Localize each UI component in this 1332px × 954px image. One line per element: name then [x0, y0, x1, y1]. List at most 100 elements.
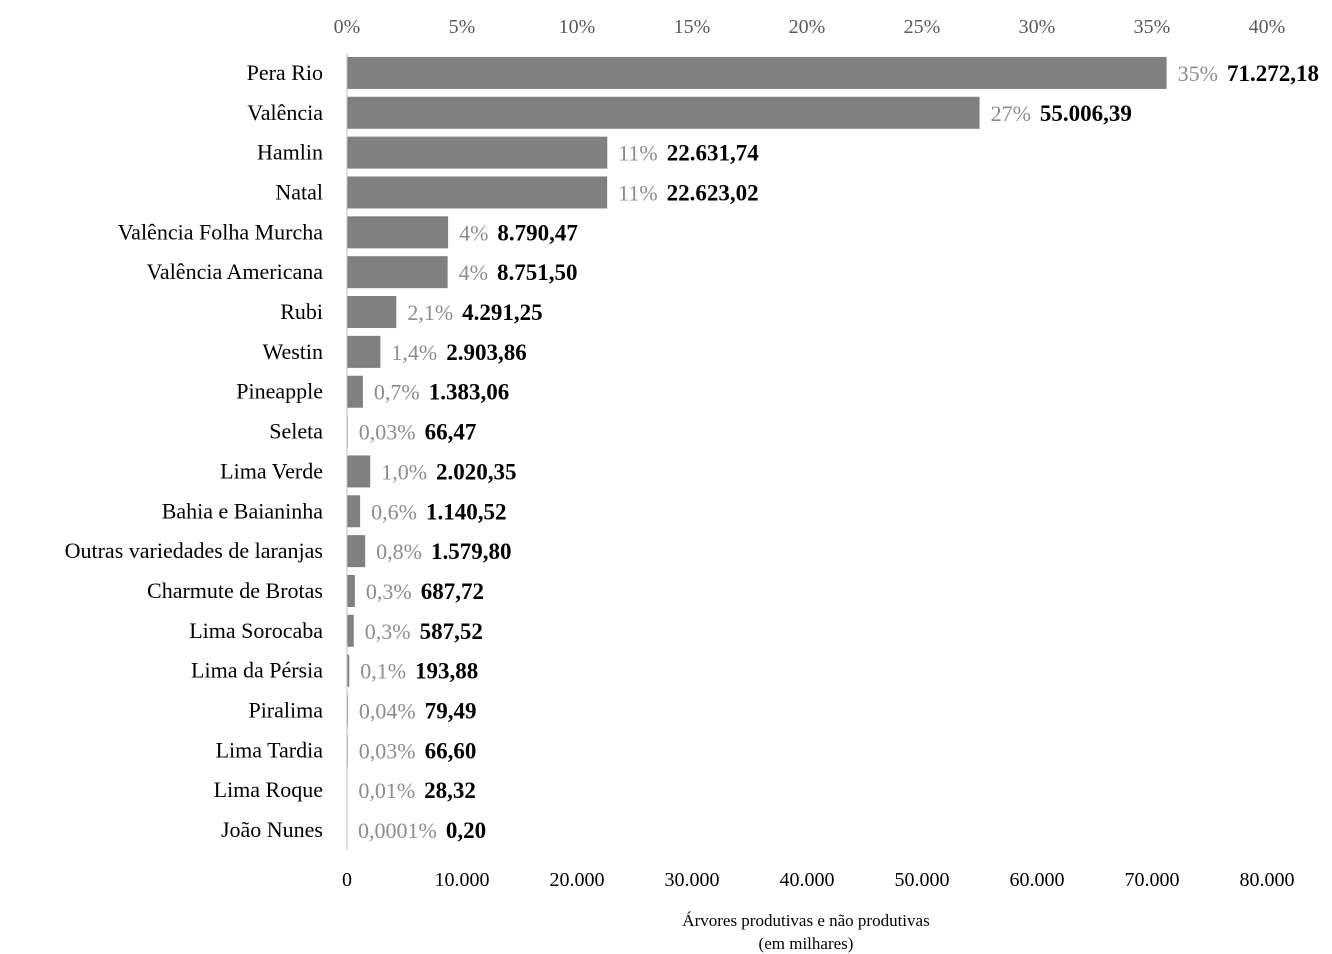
bar-15: [347, 654, 350, 687]
category-label-0: Pera Rio: [247, 60, 323, 85]
top-tick-label-0: 0%: [334, 16, 361, 38]
category-label-18: Lima Roque: [214, 777, 323, 802]
value-label-2: 22.631,74: [667, 141, 760, 166]
category-label-16: Piralima: [248, 698, 323, 723]
value-label-16: 79,49: [425, 699, 477, 724]
category-label-15: Lima da Pérsia: [191, 658, 323, 683]
bar-10: [347, 455, 371, 488]
value-label-15: 193,88: [415, 659, 478, 684]
value-label-14: 587,52: [420, 619, 483, 644]
category-label-19: João Nunes: [221, 817, 323, 842]
percent-label-18: 0,01%: [358, 778, 415, 803]
category-labels: Pera Rio Valência Hamlin Natal Valência Folh…: [65, 60, 324, 842]
top-tick-label-4: 20%: [789, 16, 826, 38]
value-label-0: 71.272,18: [1227, 61, 1319, 86]
bar-13: [347, 574, 355, 607]
bar-12: [347, 535, 366, 568]
value-label-5: 8.751,50: [497, 260, 577, 285]
x-axis-title-line-2: (em milhares): [759, 934, 854, 953]
bottom-tick-label-5: 50.000: [895, 869, 950, 891]
category-label-7: Westin: [262, 339, 323, 364]
value-label-19: 0,20: [446, 818, 486, 843]
bottom-tick-label-7: 70.000: [1125, 869, 1180, 891]
percent-label-6: 2,1%: [407, 300, 453, 325]
value-label-9: 66,47: [425, 420, 477, 445]
category-label-6: Rubi: [280, 299, 323, 324]
bottom-tick-label-6: 60.000: [1010, 869, 1065, 891]
percent-label-9: 0,03%: [359, 420, 416, 445]
percent-label-1: 27%: [991, 101, 1031, 126]
percent-label-12: 0,8%: [376, 539, 422, 564]
bar-0: [347, 56, 1167, 89]
category-label-12: Outras variedades de laranjas: [65, 538, 323, 563]
value-label-12: 1.579,80: [431, 539, 512, 564]
percent-label-14: 0,3%: [365, 619, 411, 644]
percent-label-0: 35%: [1178, 61, 1218, 86]
category-label-17: Lima Tardia: [216, 737, 324, 762]
x-axis-title-line-1: Árvores produtivas e não produtivas: [682, 911, 929, 930]
bottom-tick-label-1: 10.000: [435, 869, 490, 891]
value-label-1: 55.006,39: [1040, 101, 1132, 126]
category-label-3: Natal: [275, 179, 323, 204]
value-label-13: 687,72: [421, 579, 484, 604]
top-tick-label-5: 25%: [904, 16, 941, 38]
category-label-2: Hamlin: [257, 140, 323, 165]
top-tick-label-8: 40%: [1249, 16, 1286, 38]
top-tick-label-2: 10%: [559, 16, 596, 38]
bottom-tick-label-0: 0: [342, 869, 352, 891]
percent-label-13: 0,3%: [366, 579, 412, 604]
category-label-13: Charmute de Brotas: [147, 578, 323, 603]
category-label-5: Valência Americana: [146, 259, 323, 284]
percent-label-17: 0,03%: [359, 738, 416, 763]
bar-14: [347, 614, 354, 647]
value-label-11: 1.140,52: [426, 499, 507, 524]
value-label-7: 2.903,86: [446, 340, 527, 365]
bar-7: [347, 335, 381, 368]
bottom-tick-label-4: 40.000: [780, 869, 835, 891]
bar-11: [347, 495, 361, 528]
bar-8: [347, 375, 363, 408]
bar-3: [347, 176, 608, 209]
value-label-10: 2.020,35: [436, 459, 516, 484]
category-label-4: Valência Folha Murcha: [118, 219, 323, 244]
top-tick-label-1: 5%: [449, 16, 476, 38]
value-label-18: 28,32: [424, 778, 476, 803]
top-tick-label-6: 30%: [1019, 16, 1056, 38]
percent-label-3: 11%: [618, 180, 658, 205]
bottom-tick-label-3: 30.000: [665, 869, 720, 891]
value-label-3: 22.623,02: [667, 180, 759, 205]
category-label-11: Bahia e Baianinha: [162, 498, 324, 523]
bars-group: [347, 56, 1167, 847]
value-label-8: 1.383,06: [429, 380, 510, 405]
bottom-value-axis: 0 10.000 20.000 30.000 40.000 50.000 60.000 70.…: [342, 869, 1295, 891]
category-label-10: Lima Verde: [220, 458, 323, 483]
category-label-8: Pineapple: [236, 379, 323, 404]
value-label-4: 8.790,47: [497, 220, 578, 245]
value-label-17: 66,60: [425, 738, 477, 763]
category-label-9: Seleta: [269, 419, 323, 444]
percent-label-11: 0,6%: [371, 499, 417, 524]
percent-label-7: 1,4%: [391, 340, 437, 365]
value-label-6: 4.291,25: [462, 300, 543, 325]
category-label-14: Lima Sorocaba: [189, 618, 323, 643]
percent-label-2: 11%: [618, 141, 658, 166]
bar-5: [347, 256, 448, 289]
percent-label-10: 1,0%: [381, 459, 427, 484]
percent-label-8: 0,7%: [374, 380, 420, 405]
percent-label-15: 0,1%: [360, 659, 406, 684]
bottom-tick-label-2: 20.000: [550, 869, 605, 891]
bar-6: [347, 296, 397, 329]
top-percent-axis: 0% 5% 10% 15% 20% 25% 30% 35% 40%: [334, 16, 1286, 38]
data-labels: 35% 71.272,18 27% 55.006,39 11% 22.631,74 11% 2…: [358, 61, 1319, 843]
percent-label-4: 4%: [459, 220, 488, 245]
top-tick-label-3: 15%: [674, 16, 711, 38]
bar-4: [347, 216, 449, 249]
percent-label-5: 4%: [459, 260, 488, 285]
top-tick-label-7: 35%: [1134, 16, 1171, 38]
category-label-1: Valência: [247, 100, 323, 125]
bar-1: [347, 96, 980, 129]
bar-2: [347, 136, 608, 169]
percent-label-19: 0,0001%: [358, 818, 437, 843]
bottom-tick-label-8: 80.000: [1240, 869, 1295, 891]
